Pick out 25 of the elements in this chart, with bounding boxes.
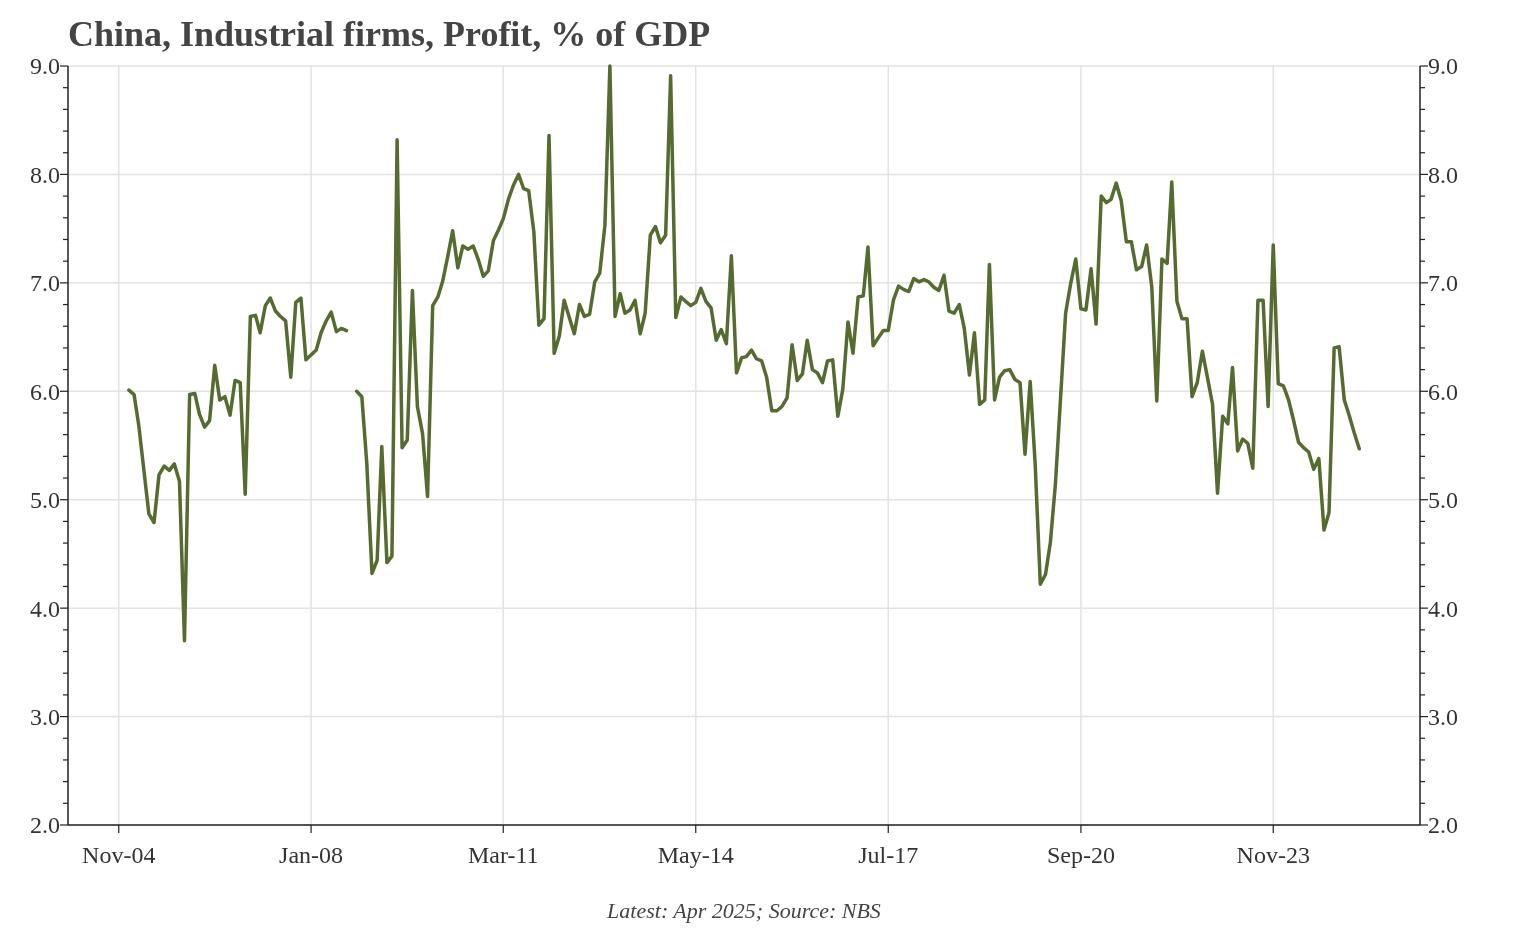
y2-tick-label: 8.0 xyxy=(1428,161,1458,188)
x-tick-label: Sep-20 xyxy=(1046,842,1115,868)
y-tick-label: 7.0 xyxy=(30,270,60,297)
x-tick-label: Jul-17 xyxy=(858,842,919,868)
y-tick-label: 3.0 xyxy=(30,703,60,730)
x-tick-label: Nov-04 xyxy=(82,842,156,868)
y-tick-label: 2.0 xyxy=(30,812,60,839)
x-tick-label: Mar-11 xyxy=(467,842,539,868)
y2-tick-label: 2.0 xyxy=(1428,812,1458,839)
y2-tick-label: 3.0 xyxy=(1428,703,1458,730)
y-tick-label: 8.0 xyxy=(30,161,60,188)
x-tick-label: Nov-23 xyxy=(1236,842,1310,868)
y-tick-label: 4.0 xyxy=(30,595,60,622)
x-tick-label: Jan-08 xyxy=(279,842,344,868)
y2-tick-label: 6.0 xyxy=(1428,378,1458,405)
y-tick-label: 5.0 xyxy=(30,487,60,514)
text: Latest: Apr 2025; Source: NBS xyxy=(606,898,881,923)
y2-tick-label: 5.0 xyxy=(1428,487,1458,514)
x-tick-label: May-14 xyxy=(657,842,734,868)
y2-tick-label: 7.0 xyxy=(1428,270,1458,297)
y2-tick-label: 4.0 xyxy=(1428,595,1458,622)
y-tick-label: 6.0 xyxy=(30,378,60,405)
y-tick-label: 9.0 xyxy=(30,53,60,80)
y2-tick-label: 9.0 xyxy=(1428,53,1458,80)
chart-title: China, Industrial firms, Profit, % of GDP xyxy=(68,14,711,54)
